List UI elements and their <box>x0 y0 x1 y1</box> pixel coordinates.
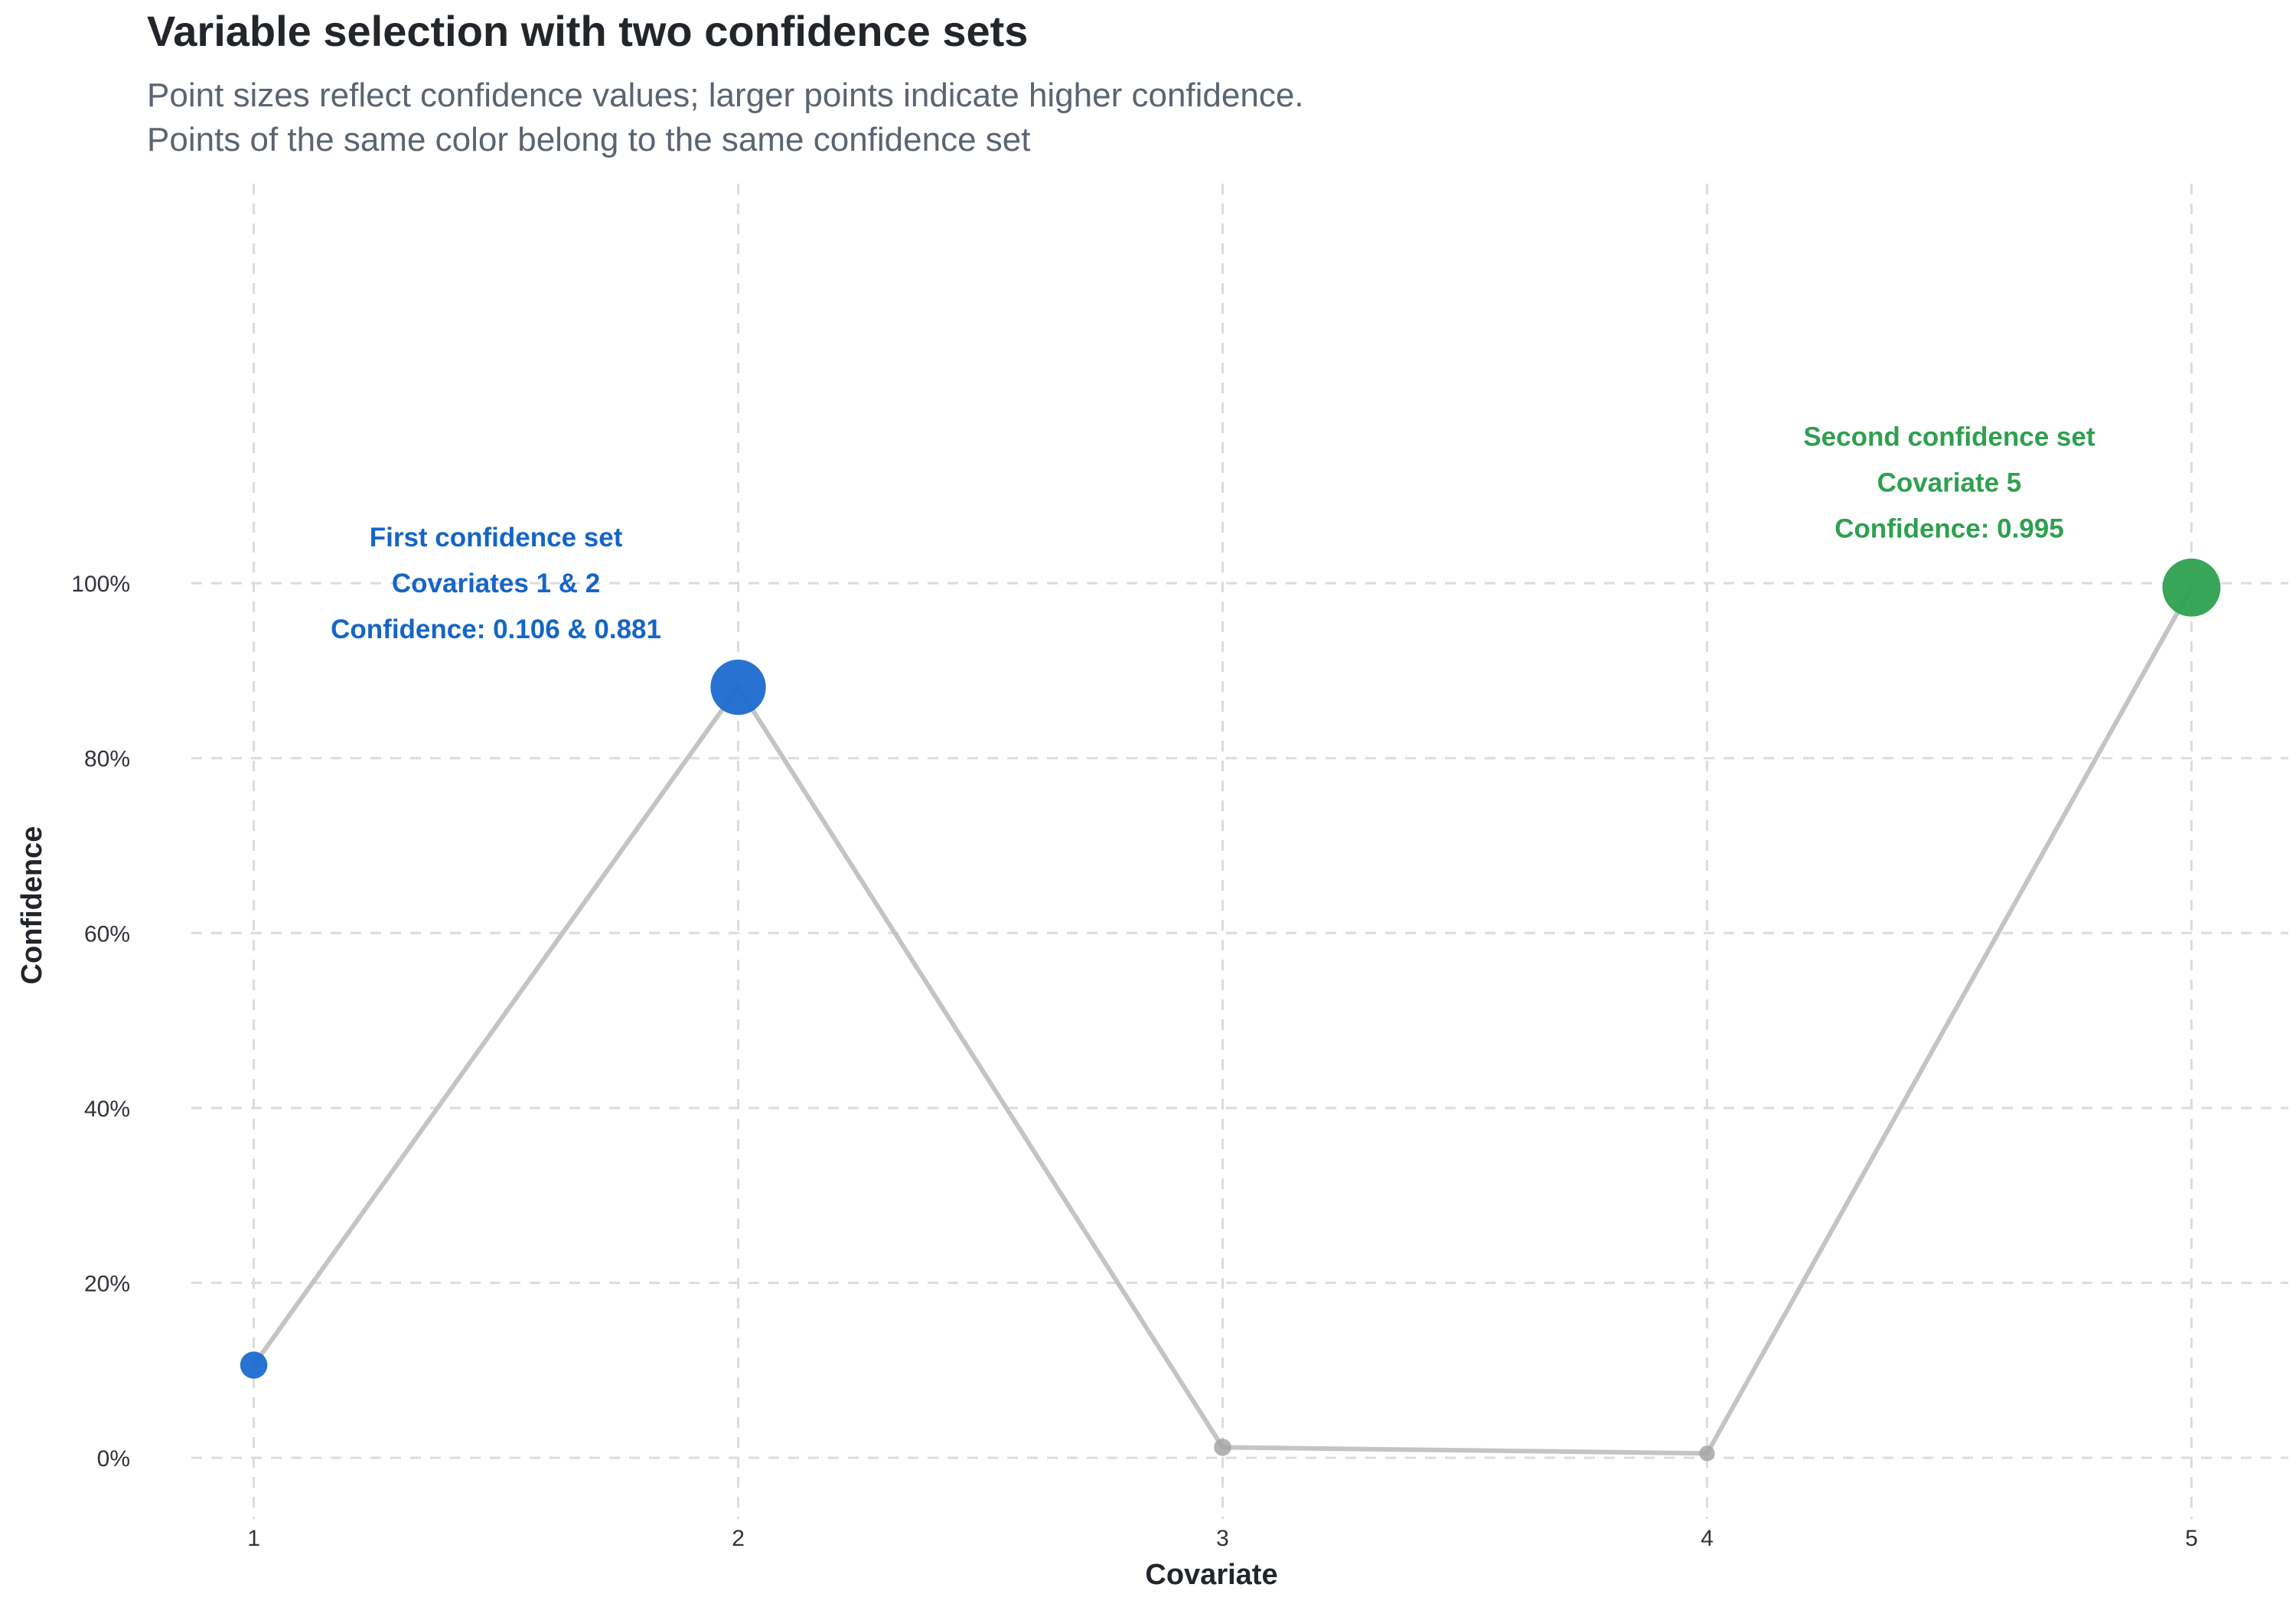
y-axis-label: Confidence <box>16 826 48 985</box>
chart-title: Variable selection with two confidence s… <box>147 7 1029 55</box>
x-axis-ticks: 1 2 3 4 5 <box>247 1526 2198 1551</box>
annotation-second-line-1: Second confidence set <box>1803 422 2095 452</box>
annotation-second-line-2: Covariate 5 <box>1877 468 2022 498</box>
y-tick-label-2: 40% <box>84 1097 130 1122</box>
x-tick-label-3: 3 <box>1216 1526 1229 1551</box>
x-axis-label: Covariate <box>1145 1559 1277 1591</box>
annotation-first-line-2: Covariates 1 & 2 <box>392 569 600 598</box>
grid-lines <box>191 184 2288 1519</box>
y-axis-ticks: 0% 20% 40% 60% 80% 100% <box>71 572 130 1472</box>
chart-subtitle-line-2: Points of the same color belong to the s… <box>147 121 1031 158</box>
annotation-first-line-3: Confidence: 0.106 & 0.881 <box>331 614 661 644</box>
annotation-second-line-3: Confidence: 0.995 <box>1835 514 2064 544</box>
annotation-first-line-1: First confidence set <box>370 523 623 553</box>
y-tick-label-1: 20% <box>84 1271 130 1296</box>
point-covariate-1 <box>240 1351 268 1379</box>
point-covariate-3 <box>1214 1438 1231 1456</box>
y-tick-label-0: 0% <box>97 1446 130 1472</box>
y-tick-label-5: 100% <box>71 572 130 597</box>
chart-subtitle-line-1: Point sizes reflect confidence values; l… <box>147 77 1304 114</box>
x-tick-label-1: 1 <box>247 1526 260 1551</box>
x-tick-label-2: 2 <box>732 1526 745 1551</box>
x-tick-label-4: 4 <box>1701 1526 1714 1551</box>
point-covariate-5 <box>2162 558 2221 617</box>
x-tick-label-5: 5 <box>2185 1526 2198 1551</box>
point-covariate-2 <box>710 659 766 715</box>
annotations: First confidence set Covariates 1 & 2 Conf… <box>331 422 2095 644</box>
y-tick-label-4: 80% <box>84 747 130 772</box>
data-points <box>240 558 2221 1462</box>
y-tick-label-3: 60% <box>84 921 130 947</box>
point-covariate-4 <box>1699 1446 1715 1462</box>
